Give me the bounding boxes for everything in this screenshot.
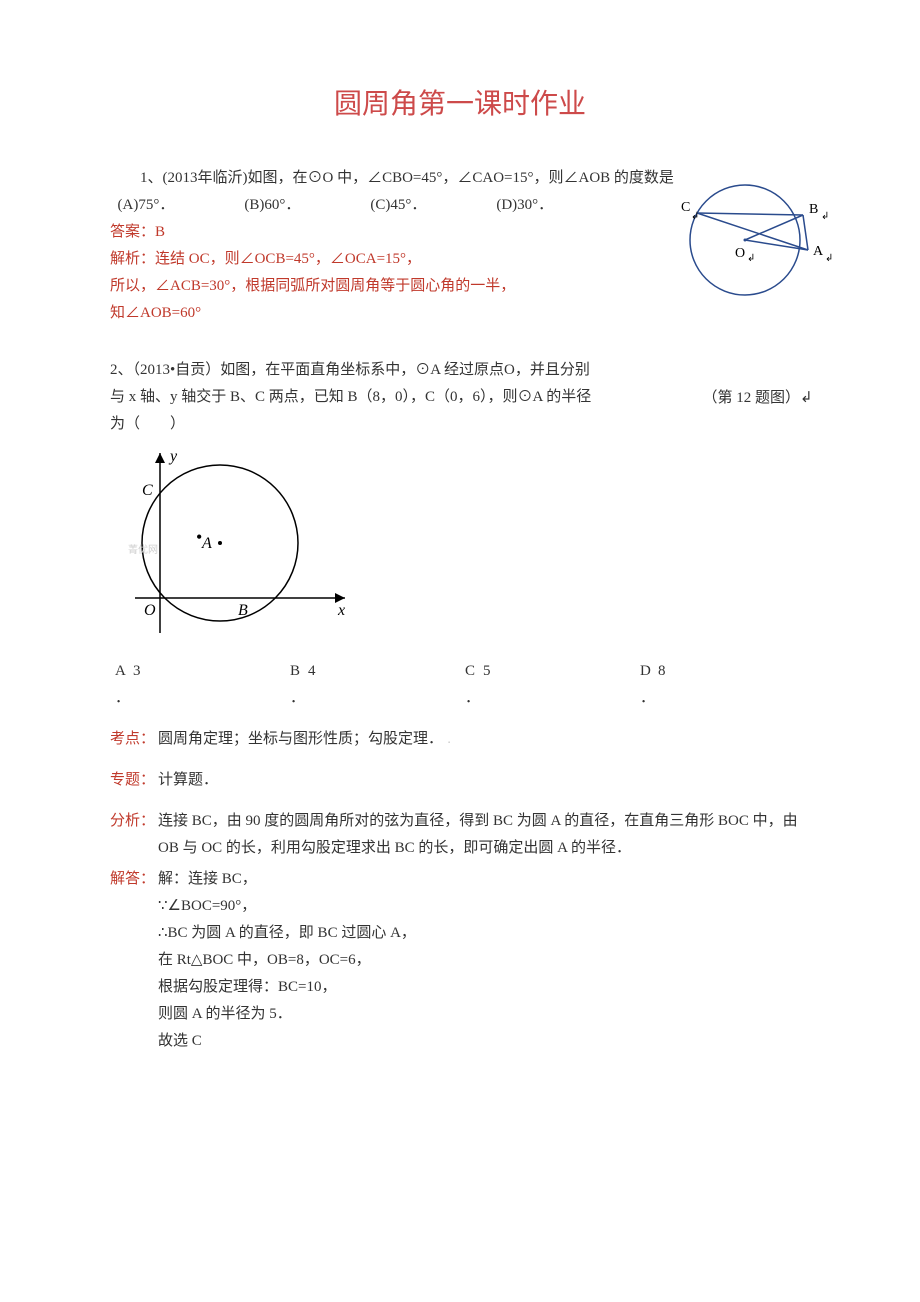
option-b-label: B — [290, 658, 308, 685]
jieda-line-0: 解：连接 BC， — [158, 866, 810, 893]
zhuanti-text: 计算题． — [158, 767, 810, 794]
kaodian-row: 考点： 圆周角定理；坐标与图形性质；勾股定理． ． — [110, 726, 810, 753]
option-d: D8 — [635, 658, 810, 685]
option-dot-a: ． — [110, 685, 285, 712]
problem2-figure: y x C A • O B 菁优网 — [120, 443, 810, 653]
svg-text:↲: ↲ — [825, 253, 833, 264]
option-a-label: A — [115, 658, 133, 685]
option-d: (D)30°． — [496, 192, 553, 219]
svg-text:C: C — [681, 200, 690, 215]
figure1-caption: （第 12 题图）↲ — [675, 385, 840, 412]
problem2-stem: 2、（2013•自贡）如图，在平面直角坐标系中，⊙A 经过原点O，并且分别与 x… — [110, 357, 600, 438]
jieda-row: 解答： 解：连接 BC， ∵∠BOC=90°， ∴BC 为圆 A 的直径，即 B… — [110, 866, 810, 1055]
svg-text:A: A — [813, 244, 824, 259]
problem2-options: A3 B4 C5 D8 ． ． ． ． — [110, 658, 810, 712]
zhuanti-label: 专题： — [110, 767, 158, 794]
option-b-value: 4 — [308, 663, 316, 679]
circle-diagram-1: C ↲ B ↲ O ↲ A ↲ — [675, 175, 840, 305]
problem1-figure: C ↲ B ↲ O ↲ A ↲ （第 12 题图）↲ — [675, 175, 840, 412]
fenxi-label: 分析： — [110, 808, 158, 862]
page-title: 圆周角第一课时作业 — [110, 80, 810, 130]
analysis-label: 解析： — [110, 251, 155, 267]
analysis-line1: 连结 OC，则∠OCB=45°，∠OCA=15°， — [155, 251, 421, 267]
answer-label: 答案： — [110, 224, 155, 240]
kaodian-label: 考点： — [110, 726, 158, 753]
option-c: C5 — [460, 658, 635, 685]
problem-1: C ↲ B ↲ O ↲ A ↲ （第 12 题图）↲ 1、(2013年临沂)如图… — [110, 165, 810, 327]
svg-text:菁优网: 菁优网 — [128, 543, 158, 556]
svg-text:x: x — [337, 602, 345, 619]
svg-text:y: y — [168, 448, 178, 465]
svg-text:↲: ↲ — [821, 211, 829, 222]
option-a: A3 — [110, 658, 285, 685]
jieda-line-1: ∵∠BOC=90°， — [158, 893, 810, 920]
problem-2: 2、（2013•自贡）如图，在平面直角坐标系中，⊙A 经过原点O，并且分别与 x… — [110, 357, 810, 1055]
svg-text:C: C — [142, 482, 153, 499]
jieda-line-2: ∴BC 为圆 A 的直径，即 BC 过圆心 A， — [158, 920, 810, 947]
faint-mark: ． — [447, 735, 457, 746]
jieda-label: 解答： — [110, 866, 158, 1055]
option-c: (C)45°． — [370, 192, 426, 219]
fenxi-text: 连接 BC，由 90 度的圆周角所对的弦为直径，得到 BC 为圆 A 的直径，在… — [158, 808, 810, 862]
zhuanti-row: 专题： 计算题． — [110, 767, 810, 794]
svg-text:O: O — [735, 246, 745, 261]
svg-text:•: • — [196, 527, 202, 547]
svg-text:B: B — [238, 602, 248, 619]
option-b: (B)60°． — [244, 192, 300, 219]
jieda-line-4: 根据勾股定理得：BC=10， — [158, 974, 810, 1001]
answer-text: B — [155, 224, 165, 240]
svg-text:A: A — [201, 535, 212, 552]
coordinate-diagram: y x C A • O B 菁优网 — [120, 443, 360, 643]
option-d-label: D — [640, 658, 658, 685]
option-dot-c: ． — [460, 685, 635, 712]
fenxi-row: 分析： 连接 BC，由 90 度的圆周角所对的弦为直径，得到 BC 为圆 A 的… — [110, 808, 810, 862]
option-c-value: 5 — [483, 663, 491, 679]
option-c-label: C — [465, 658, 483, 685]
jieda-line-3: 在 Rt△BOC 中，OB=8，OC=6， — [158, 947, 810, 974]
jieda-body: 解：连接 BC， ∵∠BOC=90°， ∴BC 为圆 A 的直径，即 BC 过圆… — [158, 866, 810, 1055]
option-d-value: 8 — [658, 663, 666, 679]
option-dot-b: ． — [285, 685, 460, 712]
option-dot-d: ． — [635, 685, 810, 712]
kaodian-text: 圆周角定理；坐标与图形性质；勾股定理． ． — [158, 726, 810, 753]
jieda-line-6: 故选 C — [158, 1028, 810, 1055]
option-a-value: 3 — [133, 663, 141, 679]
svg-text:O: O — [144, 602, 156, 619]
jieda-line-5: 则圆 A 的半径为 5． — [158, 1001, 810, 1028]
svg-text:↲: ↲ — [691, 211, 699, 222]
svg-text:↲: ↲ — [747, 253, 755, 264]
option-b: B4 — [285, 658, 460, 685]
svg-text:B: B — [809, 202, 818, 217]
option-a: (A)75°． — [118, 192, 175, 219]
